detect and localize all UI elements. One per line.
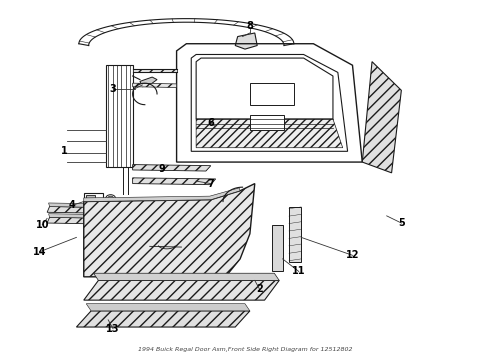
Circle shape <box>106 195 116 202</box>
Bar <box>106 65 133 167</box>
Bar <box>84 193 103 203</box>
Bar <box>289 207 301 262</box>
Polygon shape <box>140 77 157 87</box>
Polygon shape <box>133 83 176 87</box>
Text: 11: 11 <box>292 266 305 276</box>
Polygon shape <box>47 217 133 225</box>
Text: 13: 13 <box>106 324 120 334</box>
Text: 10: 10 <box>35 220 49 230</box>
Polygon shape <box>133 165 211 171</box>
Text: 12: 12 <box>346 250 359 260</box>
Text: 5: 5 <box>398 218 405 228</box>
Text: 7: 7 <box>207 179 214 189</box>
Polygon shape <box>84 280 279 300</box>
Circle shape <box>108 196 114 201</box>
Text: 9: 9 <box>159 164 165 174</box>
Polygon shape <box>76 311 250 327</box>
Text: 14: 14 <box>33 247 47 257</box>
Polygon shape <box>49 203 133 208</box>
Polygon shape <box>84 184 255 277</box>
Text: 8: 8 <box>246 21 253 31</box>
Polygon shape <box>196 119 343 148</box>
Text: 1994 Buick Regal Door Asm,Front Side Right Diagram for 12512802: 1994 Buick Regal Door Asm,Front Side Rig… <box>138 347 352 352</box>
Text: 4: 4 <box>68 200 75 210</box>
Polygon shape <box>133 69 176 72</box>
FancyBboxPatch shape <box>250 116 284 130</box>
Text: 6: 6 <box>207 118 214 128</box>
Bar <box>86 195 95 202</box>
Polygon shape <box>49 214 133 219</box>
Text: 2: 2 <box>256 284 263 294</box>
Bar <box>272 225 283 271</box>
Polygon shape <box>235 33 257 49</box>
Polygon shape <box>133 178 216 185</box>
Text: 3: 3 <box>110 84 117 94</box>
FancyBboxPatch shape <box>250 83 294 105</box>
Polygon shape <box>362 62 401 173</box>
Polygon shape <box>94 273 279 280</box>
Polygon shape <box>84 188 240 202</box>
Polygon shape <box>86 304 250 311</box>
Text: 1: 1 <box>61 146 68 156</box>
Polygon shape <box>47 207 133 214</box>
